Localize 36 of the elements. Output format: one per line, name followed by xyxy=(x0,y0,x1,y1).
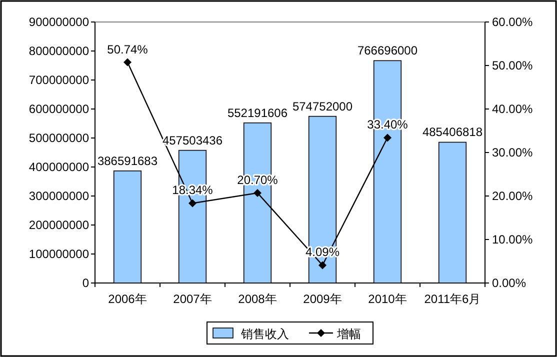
y-tick-label: 800000000 xyxy=(28,44,90,58)
y2-tick-label: 10.00% xyxy=(492,232,534,246)
y2-tick-label: 0.00% xyxy=(492,276,526,290)
y-tick-label: 700000000 xyxy=(28,73,90,87)
point xyxy=(254,188,262,197)
x-tick-label: 2010年 xyxy=(368,292,407,306)
y-tick-label: 100000000 xyxy=(28,247,90,261)
data-label: 386591683 xyxy=(97,154,158,168)
data-label: 485406818 xyxy=(422,125,483,140)
x-tick-label: 2011年6月 xyxy=(424,292,481,306)
x-tick-label: 2008年 xyxy=(238,292,277,306)
y-tick-label: 900000000 xyxy=(28,15,90,29)
point xyxy=(124,58,132,66)
point xyxy=(188,199,196,208)
y-tick-label: 400000000 xyxy=(28,160,90,174)
point xyxy=(318,261,326,270)
y-tick-label: 0 xyxy=(82,276,90,290)
y2-tick-label: 20.00% xyxy=(492,189,534,203)
x-tick-label: 2006年 xyxy=(108,292,147,306)
data-label: 552191606 xyxy=(227,106,288,120)
x-tick-label: 2009年 xyxy=(303,292,342,306)
x-tick-label: 2007年 xyxy=(173,292,212,306)
data-label: 766696000 xyxy=(357,44,418,58)
y2-tick-label: 60.00% xyxy=(492,15,534,29)
y-tick-label: 600000000 xyxy=(28,102,90,116)
y2-tick-label: 40.00% xyxy=(492,102,534,116)
legend-label: 增幅 xyxy=(336,327,361,341)
data-label: 50.74% xyxy=(107,42,148,56)
y2-tick-label: 50.00% xyxy=(492,58,534,72)
data-label: 574752000 xyxy=(292,99,353,114)
y-tick-label: 200000000 xyxy=(28,218,90,232)
y-tick-label: 500000000 xyxy=(28,131,90,145)
y-tick-label: 300000000 xyxy=(28,189,90,203)
legend-label: 销售收入 xyxy=(240,327,289,341)
point xyxy=(384,134,392,142)
y2-tick-label: 30.00% xyxy=(492,146,534,160)
